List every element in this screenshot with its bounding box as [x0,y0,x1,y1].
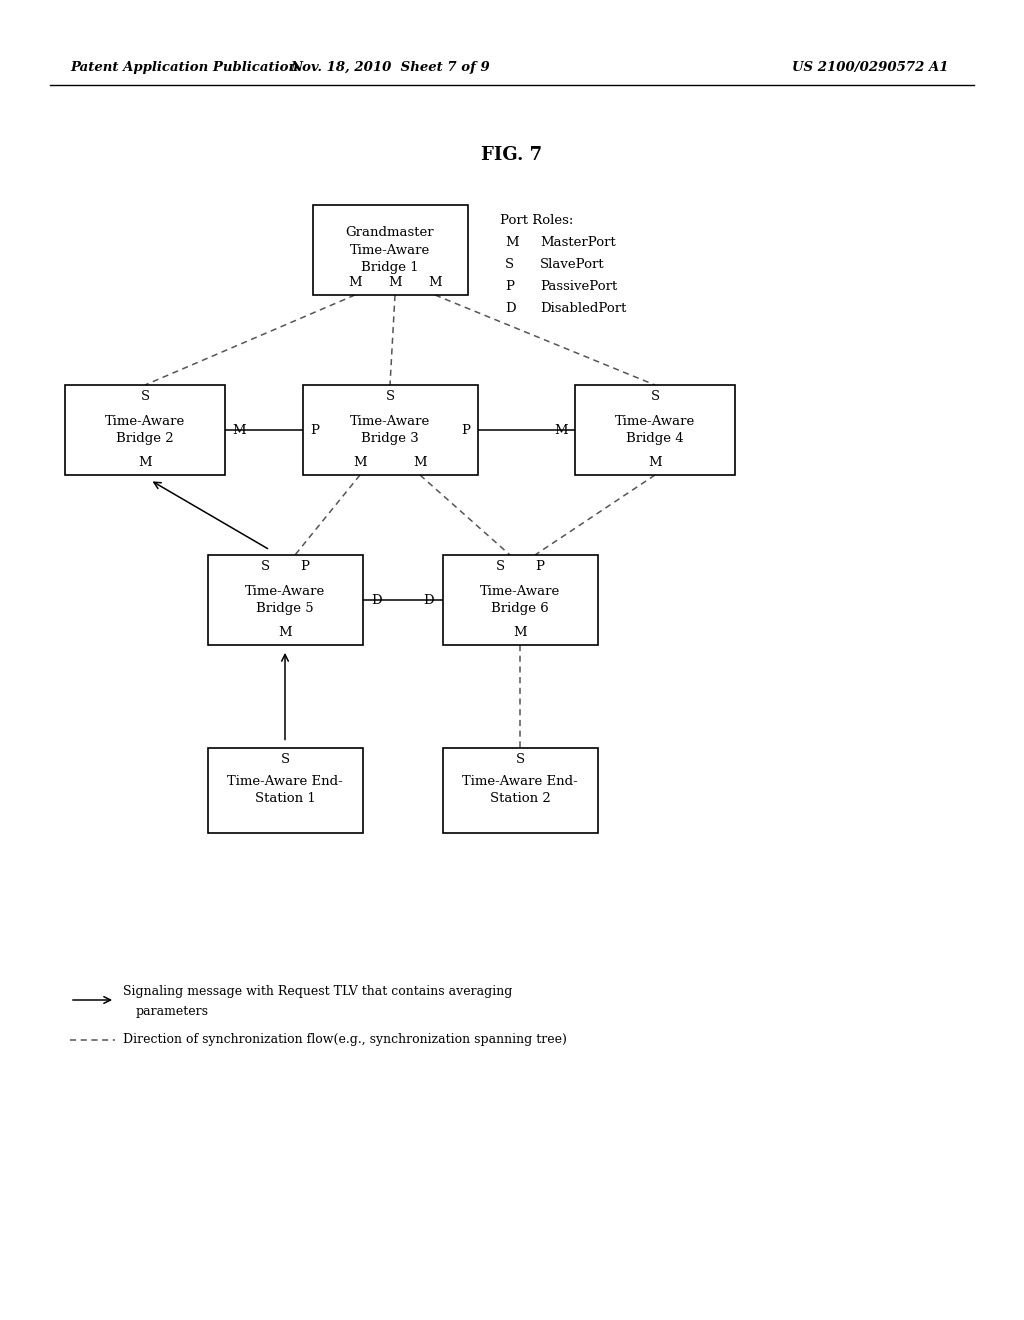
Bar [312,205,468,294]
Text: P: P [536,561,545,573]
Text: S: S [496,561,505,573]
Text: Time-Aware End-
Station 1: Time-Aware End- Station 1 [227,775,343,805]
Text: S: S [515,752,524,766]
Text: M: M [232,424,246,437]
Text: S: S [260,561,269,573]
Text: Time-Aware
Bridge 6: Time-Aware Bridge 6 [480,585,560,615]
Text: US 2100/0290572 A1: US 2100/0290572 A1 [792,62,948,74]
Text: M: M [353,457,367,470]
Bar [442,747,597,833]
Text: Nov. 18, 2010  Sheet 7 of 9: Nov. 18, 2010 Sheet 7 of 9 [290,62,489,74]
Text: Time-Aware
Bridge 2: Time-Aware Bridge 2 [104,414,185,445]
Bar [302,385,477,475]
Text: S: S [650,391,659,404]
Text: M: M [414,457,427,470]
Text: M: M [388,276,401,289]
Text: DisabledPort: DisabledPort [540,301,627,314]
Text: M: M [513,627,526,639]
Text: M: M [505,235,518,248]
Bar [208,554,362,645]
Text: Time-Aware
Bridge 3: Time-Aware Bridge 3 [350,414,430,445]
Text: D: D [423,594,434,606]
Text: M: M [428,276,441,289]
Text: M: M [348,276,361,289]
Text: D: D [505,301,516,314]
Text: parameters: parameters [136,1006,209,1019]
Text: S: S [140,391,150,404]
Text: PassivePort: PassivePort [540,280,617,293]
Text: Grandmaster
Time-Aware
Bridge 1: Grandmaster Time-Aware Bridge 1 [346,227,434,273]
Text: M: M [648,457,662,470]
Text: P: P [461,424,470,437]
Bar [575,385,735,475]
Bar [442,554,597,645]
Text: SlavePort: SlavePort [540,257,604,271]
Text: Port Roles:: Port Roles: [500,214,573,227]
Text: FIG. 7: FIG. 7 [481,147,543,164]
Text: P: P [310,424,319,437]
Text: M: M [138,457,152,470]
Text: S: S [281,752,290,766]
Text: MasterPort: MasterPort [540,235,615,248]
Text: P: P [505,280,514,293]
Bar [208,747,362,833]
Text: Signaling message with Request TLV that contains averaging: Signaling message with Request TLV that … [123,986,512,998]
Text: Patent Application Publication: Patent Application Publication [70,62,298,74]
Text: Time-Aware
Bridge 5: Time-Aware Bridge 5 [245,585,326,615]
Text: Time-Aware End-
Station 2: Time-Aware End- Station 2 [462,775,578,805]
Text: Time-Aware
Bridge 4: Time-Aware Bridge 4 [614,414,695,445]
Text: M: M [279,627,292,639]
Text: M: M [554,424,568,437]
Bar [65,385,225,475]
Text: Direction of synchronization flow(e.g., synchronization spanning tree): Direction of synchronization flow(e.g., … [123,1034,567,1047]
Text: S: S [385,391,394,404]
Text: D: D [371,594,382,606]
Text: S: S [505,257,514,271]
Text: P: P [300,561,309,573]
